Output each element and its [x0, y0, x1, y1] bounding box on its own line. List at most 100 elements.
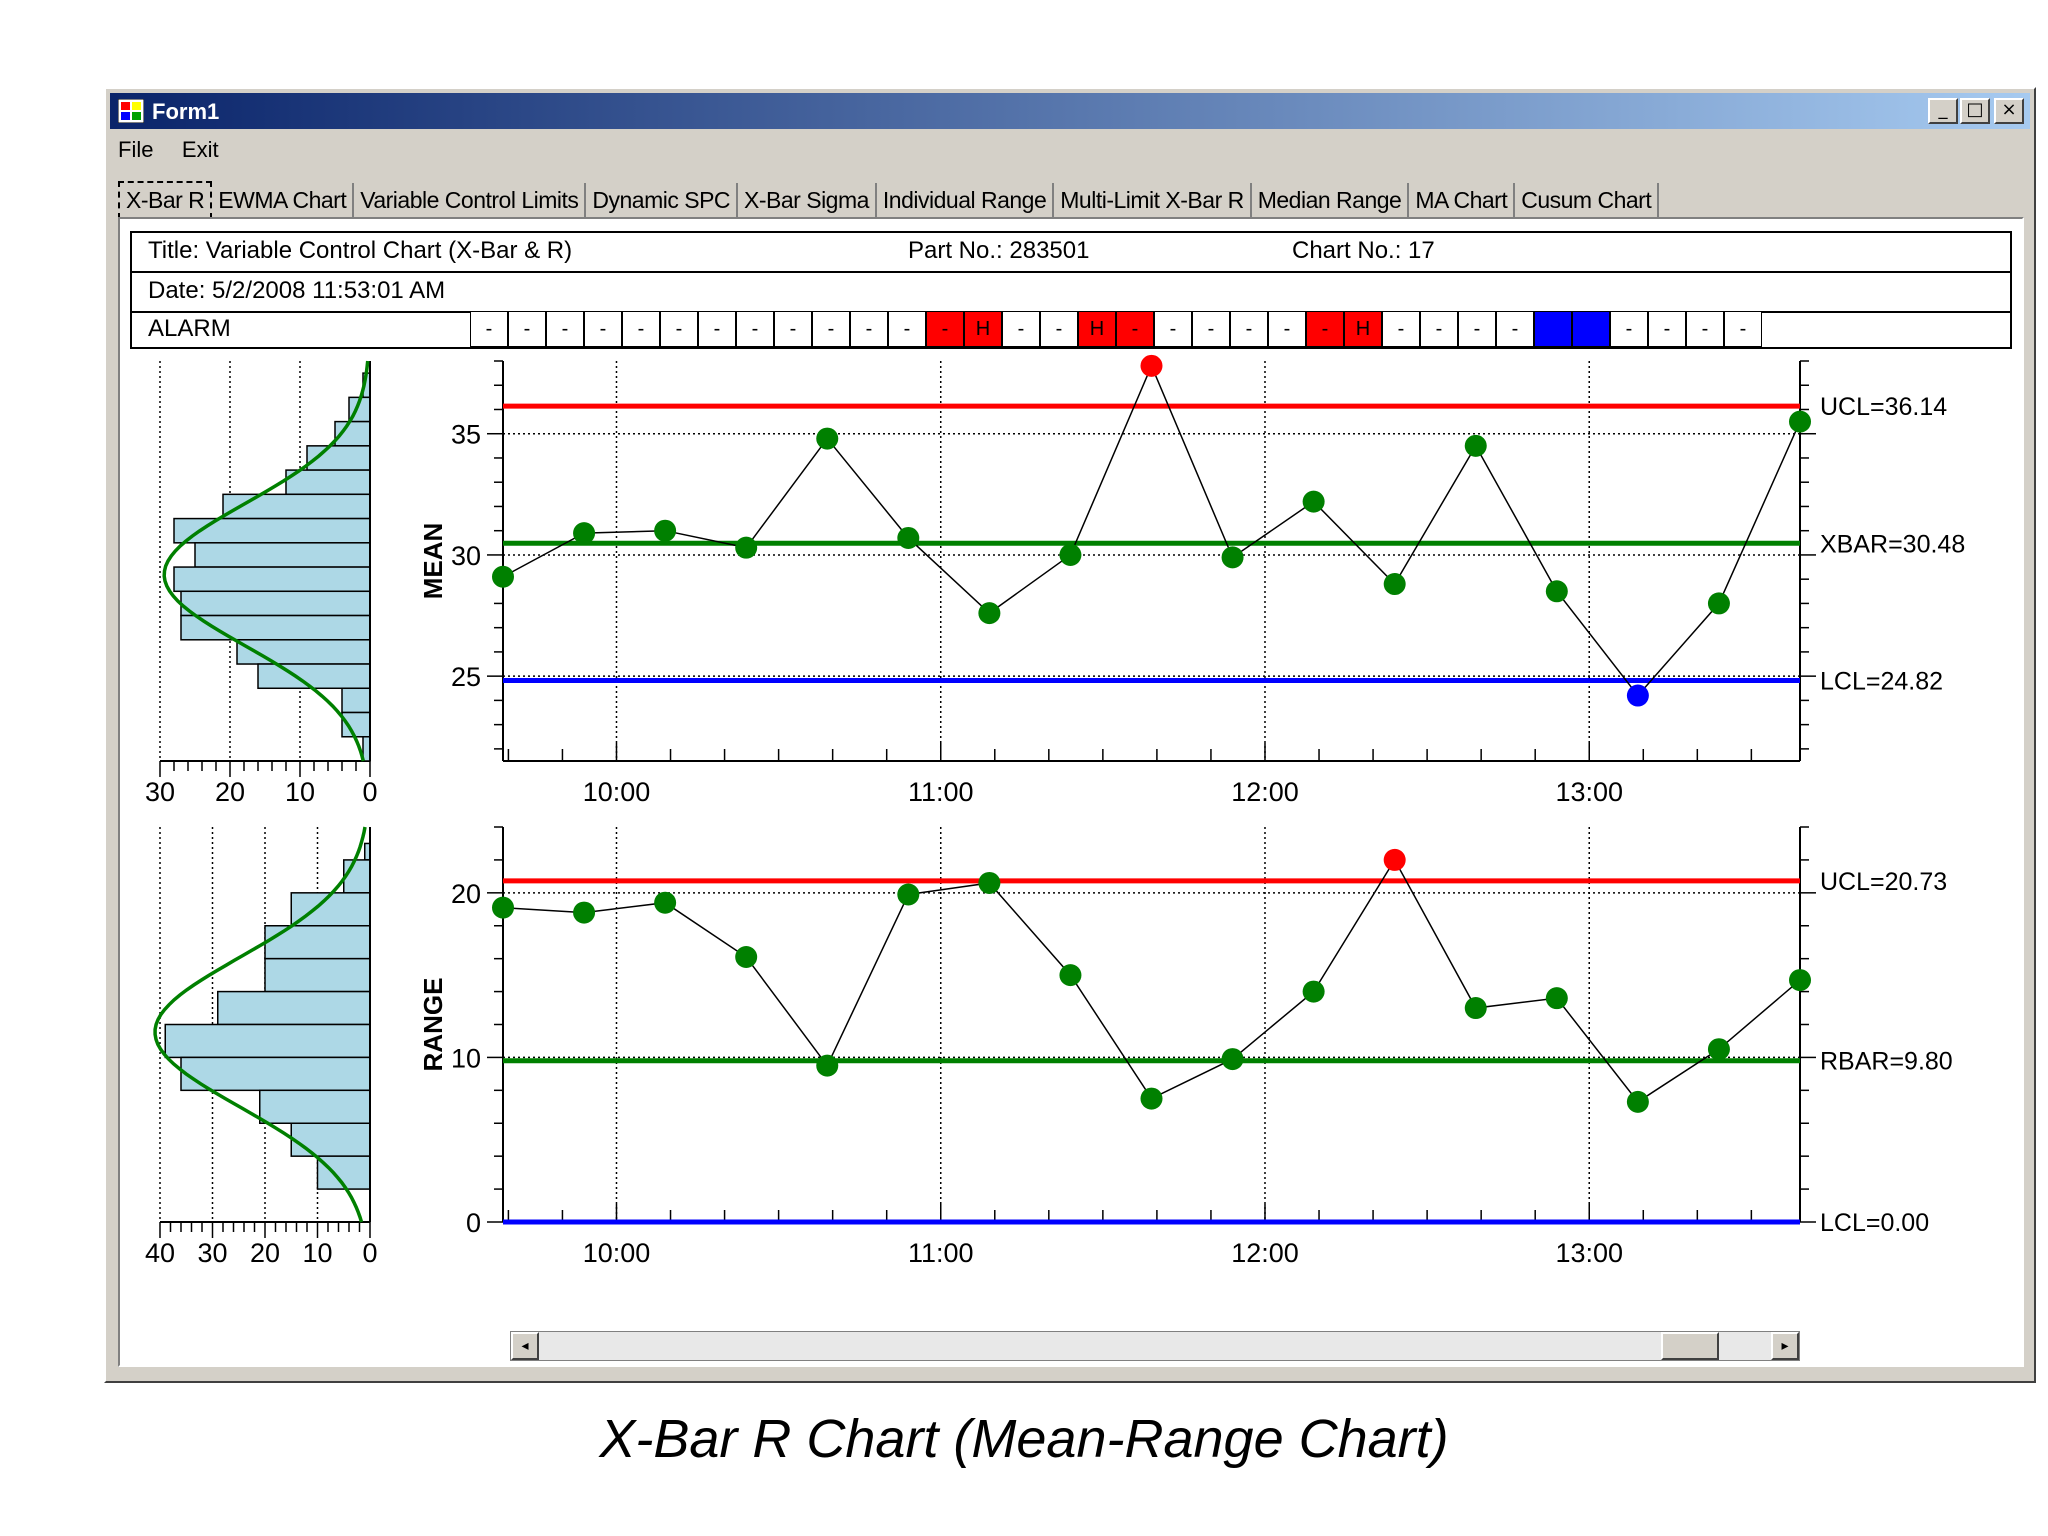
- tab-strip: X-Bar R EWMA Chart Variable Control Limits…: [118, 181, 1660, 219]
- hist-bar: [285, 469, 371, 496]
- hist-tick-label: 0: [362, 777, 377, 807]
- alarm-cell: -: [736, 311, 774, 347]
- data-point: [735, 536, 758, 559]
- tab-xbar-sigma[interactable]: X-Bar Sigma: [738, 183, 877, 217]
- x-tick-label: 13:00: [1555, 777, 1623, 807]
- tab-multi-limit-xbar-r[interactable]: Multi-Limit X-Bar R: [1054, 183, 1252, 217]
- maximize-button[interactable]: □: [1960, 98, 1990, 124]
- scroll-right-icon[interactable]: ▸: [1771, 1332, 1799, 1360]
- alarm-cell: L: [1534, 311, 1572, 347]
- y-axis-label: MEAN: [418, 523, 448, 600]
- hist-tick-label: 30: [197, 1238, 227, 1268]
- hist-tick-label: 20: [215, 777, 245, 807]
- chart-date: Date: 5/2/2008 11:53:01 AM: [148, 277, 446, 304]
- y-tick-label: 10: [451, 1043, 481, 1073]
- hist-bar: [173, 566, 371, 593]
- alarm-cell: L: [1572, 311, 1610, 347]
- tab-dynamic-spc[interactable]: Dynamic SPC: [586, 183, 739, 217]
- series-line: [502, 363, 1801, 697]
- app-icon: [118, 99, 144, 123]
- hist-bar: [164, 1023, 371, 1059]
- data-point: [1707, 1038, 1730, 1061]
- hist-bar: [290, 892, 371, 927]
- tab-ewma-chart[interactable]: EWMA Chart: [212, 183, 355, 217]
- x-tick-label: 11:00: [908, 1238, 974, 1268]
- alarm-cell: -: [584, 311, 622, 347]
- title-bar[interactable]: Form1 _ □ ×: [110, 93, 2030, 129]
- data-point: [1383, 573, 1406, 596]
- x-tick-label: 10:00: [583, 777, 651, 807]
- data-point: [978, 602, 1001, 625]
- horizontal-scrollbar[interactable]: ◂ ▸: [510, 1331, 1800, 1361]
- data-point: [1464, 997, 1487, 1020]
- alarm-cell: -: [622, 311, 660, 347]
- alarm-cell: -: [1382, 311, 1420, 347]
- scroll-thumb[interactable]: [1661, 1332, 1719, 1360]
- alarm-cell: -: [1230, 311, 1268, 347]
- data-point: [1059, 543, 1082, 566]
- alarm-cell: H: [1344, 311, 1382, 347]
- hist-tick-label: 40: [145, 1238, 175, 1268]
- hist-tick-label: 10: [285, 777, 315, 807]
- alarm-cell: -: [774, 311, 812, 347]
- tab-ma-chart[interactable]: MA Chart: [1409, 183, 1516, 217]
- menu-file[interactable]: File: [118, 137, 154, 162]
- chart-number: Chart No.: 17: [1292, 237, 1435, 264]
- hist-bar: [341, 687, 371, 714]
- data-point: [654, 519, 677, 542]
- minimize-button[interactable]: _: [1928, 98, 1958, 124]
- x-tick-label: 13:00: [1555, 1238, 1623, 1268]
- close-button[interactable]: ×: [1994, 98, 2024, 124]
- normal-curve: [162, 360, 370, 762]
- data-point: [1059, 964, 1082, 987]
- y-tick-label: 0: [466, 1208, 481, 1238]
- data-point: [1789, 410, 1811, 433]
- hist-bar: [264, 925, 371, 960]
- menu-bar: File Exit: [118, 137, 243, 167]
- data-point: [573, 522, 596, 545]
- menu-exit[interactable]: Exit: [181, 137, 219, 162]
- application-window: Form1 _ □ × File Exit X-Bar R EWMA Chart V…: [104, 87, 2036, 1383]
- alarm-cell: -: [508, 311, 546, 347]
- data-point: [1626, 1090, 1649, 1113]
- x-tick-label: 10:00: [583, 1238, 651, 1268]
- limit-label: LCL=24.82: [1820, 668, 1943, 696]
- tab-variable-control-limits[interactable]: Variable Control Limits: [354, 183, 587, 217]
- alarm-cell: -: [1116, 311, 1154, 347]
- alarm-cell: -: [1686, 311, 1724, 347]
- tab-cusum-chart[interactable]: Cusum Chart: [1515, 183, 1660, 217]
- tab-xbar-r[interactable]: X-Bar R: [118, 181, 213, 219]
- part-number: Part No.: 283501: [908, 237, 1090, 264]
- alarm-cell: -: [926, 311, 964, 347]
- data-point: [1626, 684, 1649, 707]
- hist-bar: [180, 1056, 371, 1092]
- alarm-cell: -: [1724, 311, 1762, 347]
- limit-label: XBAR=30.48: [1820, 530, 1965, 558]
- data-point: [492, 565, 514, 588]
- hist-bar: [264, 957, 371, 993]
- hist-bar: [343, 859, 371, 894]
- x-tick-label: 12:00: [1231, 777, 1299, 807]
- tab-individual-range[interactable]: Individual Range: [877, 183, 1055, 217]
- scroll-left-icon[interactable]: ◂: [511, 1332, 539, 1360]
- chart-title: Title: Variable Control Chart (X-Bar & R…: [148, 237, 573, 264]
- alarm-cell: H: [1078, 311, 1116, 347]
- tab-median-range[interactable]: Median Range: [1252, 183, 1410, 217]
- alarm-cell: -: [1306, 311, 1344, 347]
- data-point: [978, 871, 1001, 894]
- limit-label: UCL=36.14: [1820, 393, 1947, 421]
- data-point: [897, 526, 920, 549]
- x-tick-label: 12:00: [1231, 1238, 1299, 1268]
- data-point: [1221, 546, 1244, 569]
- data-point: [1545, 987, 1568, 1010]
- data-point: [1383, 848, 1406, 871]
- alarm-cell: -: [1268, 311, 1306, 347]
- data-point: [1140, 354, 1163, 377]
- data-point: [1302, 980, 1325, 1003]
- figure-caption: X-Bar R Chart (Mean-Range Chart): [599, 1409, 1449, 1469]
- hist-bar: [173, 517, 371, 544]
- alarm-cell: -: [698, 311, 736, 347]
- chart-header: Title: Variable Control Chart (X-Bar & R…: [130, 231, 2012, 349]
- alarm-cell: -: [1040, 311, 1078, 347]
